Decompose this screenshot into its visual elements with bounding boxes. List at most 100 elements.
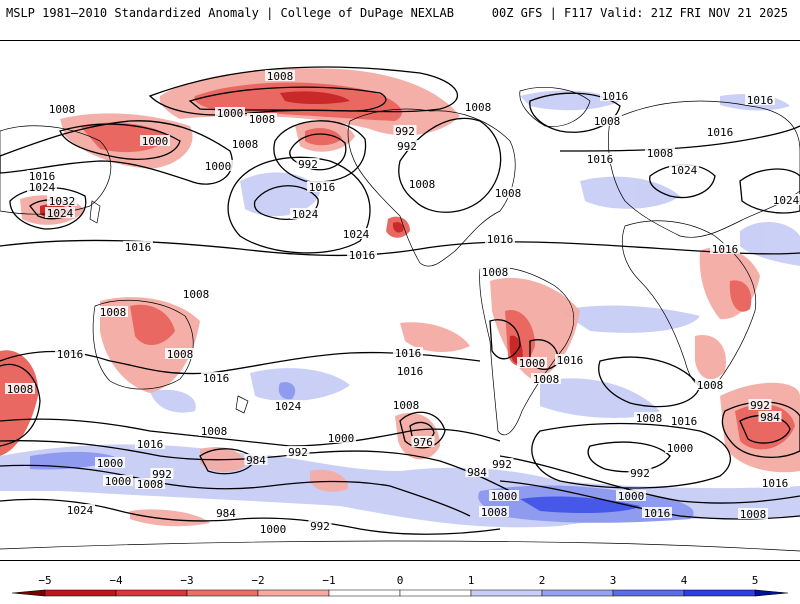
colorbar-bin (186, 589, 259, 597)
isobar-label: 1024 (47, 207, 74, 220)
isobar-label: 1016 (712, 243, 739, 256)
isobar-label: 1032 (49, 195, 76, 208)
australia-outline (92, 299, 194, 390)
anomaly-blue-patch (740, 221, 800, 266)
isobar-label-bg (480, 266, 510, 277)
isobar-label: 1000 (260, 523, 287, 536)
isobar-label-bg (407, 178, 437, 189)
isobar-label-bg (758, 411, 782, 422)
colorbar-bin (328, 589, 401, 597)
isobar-label: 992 (395, 125, 415, 138)
isobar-label: 1008 (533, 373, 560, 386)
isobar-label-bg (745, 94, 775, 105)
isobar-line (0, 418, 501, 447)
isobar-label-bg (669, 415, 699, 426)
isobar-label-bg (5, 383, 35, 394)
isobar-label-bg (47, 103, 77, 114)
isobar-label-bg (47, 195, 77, 206)
isobar-label: 1008 (49, 103, 76, 116)
isobar-label-bg (485, 233, 515, 244)
isobar-label-bg (585, 153, 615, 164)
isobar-label: 1000 (142, 135, 169, 148)
isobar-label: 1008 (7, 383, 34, 396)
anomaly-red-patch (695, 335, 726, 380)
isobar-label-bg (290, 208, 320, 219)
isobar-label: 1000 (667, 442, 694, 455)
isobar-label: 1000 (618, 490, 645, 503)
isobar-line (398, 117, 502, 213)
isobar-label: 984 (216, 507, 236, 520)
isobar-label-bg (98, 306, 128, 317)
eurasia-outline (0, 100, 800, 238)
isobar-label: 1008 (393, 399, 420, 412)
isobar-label: 1016 (309, 181, 336, 194)
colorbar-tick-label: 2 (539, 574, 546, 587)
isobar-label-bg (203, 160, 233, 171)
isobar-label-bg (555, 354, 585, 365)
anomaly-red-patch (305, 128, 342, 146)
isobar-label: 1008 (201, 425, 228, 438)
isobar-label-bg (665, 442, 695, 453)
anomaly-red-patch (392, 222, 404, 233)
colorbar-bin (44, 589, 117, 597)
isobar-label-bg (296, 158, 320, 169)
colorbar-bin (683, 589, 756, 597)
isobar-label: 1016 (395, 347, 422, 360)
colorbar-bin (399, 589, 472, 597)
japan-outline (89, 200, 101, 224)
isobar-label: 992 (492, 458, 512, 471)
anomaly-blue-patch (580, 176, 680, 209)
colorbar: −5 −4 −3 −2 −1 0 1 2 3 4 5 (0, 568, 800, 600)
isobar-label-bg (140, 135, 170, 146)
colorbar-min-arrow (11, 589, 46, 597)
isobar-line (289, 133, 347, 171)
isobar-label-bg (165, 348, 195, 359)
isobar-label: 984 (467, 466, 487, 479)
colorbar-tick-label: 0 (397, 574, 404, 587)
greenland-outline (519, 87, 591, 127)
isobar-label: 1008 (167, 348, 194, 361)
isobar-label-bg (760, 477, 790, 488)
isobar-label: 1016 (487, 233, 514, 246)
isobar-label-bg (669, 164, 699, 175)
isobar-label: 992 (152, 468, 172, 481)
isobar-label: 1008 (409, 178, 436, 191)
new-zealand-outline (235, 395, 249, 414)
map-panel: 1008 1008 1000 1008 1000 1008 1000 992 992 992 100… (0, 40, 800, 561)
isobar-line (0, 239, 800, 257)
isobar-label-bg (27, 170, 57, 181)
isobar-line (531, 422, 732, 489)
colorbar-tick-label: −4 (109, 574, 123, 587)
isobar-labels: 1008 1008 1000 1008 1000 1008 1000 992 992 992 100… (5, 70, 800, 536)
colorbar-svg: −5 −4 −3 −2 −1 0 1 2 3 4 5 (11, 574, 789, 597)
anomaly-blue-patch (278, 382, 296, 400)
colorbar-tick-label: −2 (251, 574, 264, 587)
anomaly-red-patch (699, 247, 760, 320)
isobar-label-bg (642, 507, 672, 518)
anomaly-blue-patch (150, 389, 196, 413)
colorbar-tick-label: −5 (38, 574, 51, 587)
anomaly-red-patch (729, 280, 752, 312)
isobar-label-bg (55, 348, 85, 359)
isobar-line (0, 363, 41, 447)
colorbar-tick-label: −3 (180, 574, 193, 587)
isobar-label-bg (341, 228, 371, 239)
positive-anomaly-shading (0, 90, 800, 528)
isobar-label: 1016 (557, 354, 584, 367)
isobar-label-bg (411, 436, 435, 447)
isobar-label-bg (395, 140, 419, 151)
isobar-label-bg (705, 126, 735, 137)
south-america-outline (479, 266, 574, 436)
isobar-label-bg (465, 466, 489, 477)
isobar-label: 992 (750, 399, 770, 412)
isobar-label-bg (45, 207, 75, 218)
isobar-label-bg (150, 468, 174, 479)
isobar-label: 992 (310, 520, 330, 533)
isobar-label-bg (391, 399, 421, 410)
isobar-label-bg (493, 187, 523, 198)
isobar-label-bg (199, 425, 229, 436)
isobar-label-bg (738, 508, 768, 519)
isobar-label-bg (748, 399, 772, 410)
colorbar-bin (541, 589, 614, 597)
isobar-line (273, 120, 367, 183)
